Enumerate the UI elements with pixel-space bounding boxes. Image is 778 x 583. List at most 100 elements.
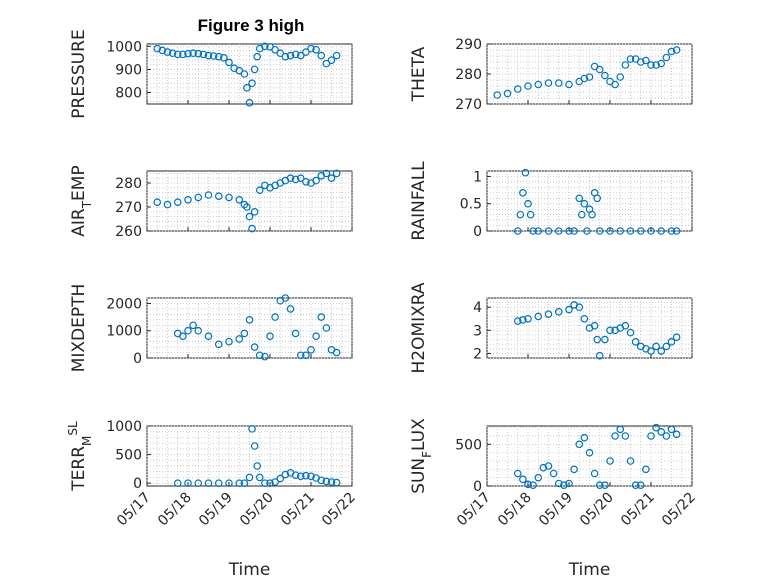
y-tick-label: 0.5: [460, 197, 482, 213]
data-point: [513, 469, 522, 478]
data-point: [672, 46, 681, 54]
series-markers: [513, 301, 681, 360]
data-point: [173, 50, 182, 59]
data-point: [302, 48, 310, 56]
data-point: [519, 189, 527, 197]
data-point: [240, 329, 249, 338]
data-point: [539, 463, 548, 472]
data-point: [595, 481, 604, 489]
data-point: [580, 74, 589, 83]
y-tick-label: 500: [115, 448, 142, 464]
data-point: [657, 428, 666, 436]
data-point: [302, 351, 310, 360]
data-point: [519, 316, 527, 324]
x-axis-label: Time: [228, 560, 271, 580]
data-point: [621, 432, 630, 440]
data-point: [204, 51, 213, 60]
data-point: [626, 55, 635, 63]
x-tick-label: 05/20: [577, 490, 617, 530]
data-point: [276, 49, 285, 58]
data-point: [302, 471, 310, 480]
data-point: [565, 479, 573, 488]
data-point: [204, 479, 213, 487]
data-point: [184, 196, 192, 204]
data-point: [225, 58, 233, 67]
data-point: [493, 91, 502, 99]
data-point: [214, 52, 223, 61]
data-point: [516, 210, 525, 219]
data-point: [524, 82, 532, 90]
x-tick-label: 05/17: [454, 490, 494, 530]
x-axis-label: Time: [568, 560, 611, 580]
data-point: [225, 337, 233, 346]
data-point: [253, 462, 261, 470]
grid: [146, 425, 353, 486]
data-point: [296, 51, 305, 60]
data-point: [667, 227, 676, 235]
data-point: [616, 425, 625, 434]
x-tick-label: 05/19: [536, 490, 576, 530]
data-point: [317, 313, 326, 321]
data-point: [291, 50, 300, 59]
data-point: [184, 49, 192, 58]
data-point: [590, 321, 599, 330]
data-point: [194, 326, 203, 335]
data-point: [189, 49, 197, 58]
data-point: [513, 317, 522, 325]
data-point: [544, 310, 553, 318]
data-point: [621, 61, 630, 69]
x-tick-label: 05/19: [196, 490, 236, 530]
data-point: [327, 478, 336, 486]
data-point: [266, 479, 274, 487]
data-point: [580, 314, 589, 323]
data-point: [585, 448, 594, 457]
data-point: [606, 457, 614, 465]
grid: [486, 426, 693, 487]
data-point: [595, 351, 604, 360]
data-point: [580, 199, 589, 208]
data-point: [513, 85, 522, 93]
figure-title: Figure 3 high: [198, 16, 305, 35]
data-point: [245, 473, 254, 482]
x-tick-label: 05/18: [155, 490, 195, 530]
x-tick-label: 05/20: [237, 490, 277, 530]
data-point: [243, 203, 251, 211]
data-point: [534, 80, 543, 89]
data-point: [168, 49, 177, 58]
data-point: [271, 313, 279, 321]
data-point: [307, 472, 315, 481]
y-tick-label: 2000: [106, 296, 142, 312]
series-markers: [493, 46, 681, 99]
data-point: [524, 199, 532, 208]
data-point: [565, 227, 573, 235]
grid: [486, 170, 693, 232]
panel-terr-msl: 0 500 1000 05/17 05/18 05/19 05/20 05/21 05/22 Ti…: [66, 419, 359, 580]
y-axis-label: PRESSURE: [69, 29, 89, 118]
data-point: [271, 45, 279, 54]
y-tick-label: 270: [455, 97, 482, 113]
data-point: [529, 481, 537, 489]
data-point: [647, 61, 655, 69]
data-point: [322, 477, 331, 486]
data-point: [296, 174, 305, 183]
y-tick-label: 260: [115, 224, 142, 240]
data-point: [606, 326, 614, 335]
y-axis-label: TERRMSL: [66, 421, 94, 492]
data-point: [307, 346, 315, 354]
y-tick-label: 4: [473, 300, 482, 316]
data-point: [266, 332, 274, 340]
data-point: [503, 89, 512, 98]
data-point: [662, 342, 671, 351]
y-axis-label: AIRTEMP: [69, 165, 94, 236]
data-point: [214, 340, 223, 349]
data-point: [209, 52, 218, 60]
grid: [486, 297, 693, 359]
y-tick-label: 2: [473, 346, 482, 362]
data-point: [225, 193, 233, 202]
data-point: [235, 335, 244, 343]
x-tick-label: 05/18: [495, 490, 535, 530]
y-tick-label: 800: [115, 85, 142, 101]
x-tick-label: 05/22: [319, 490, 359, 530]
y-axis-label: THETA: [409, 46, 429, 102]
data-point: [158, 46, 167, 55]
